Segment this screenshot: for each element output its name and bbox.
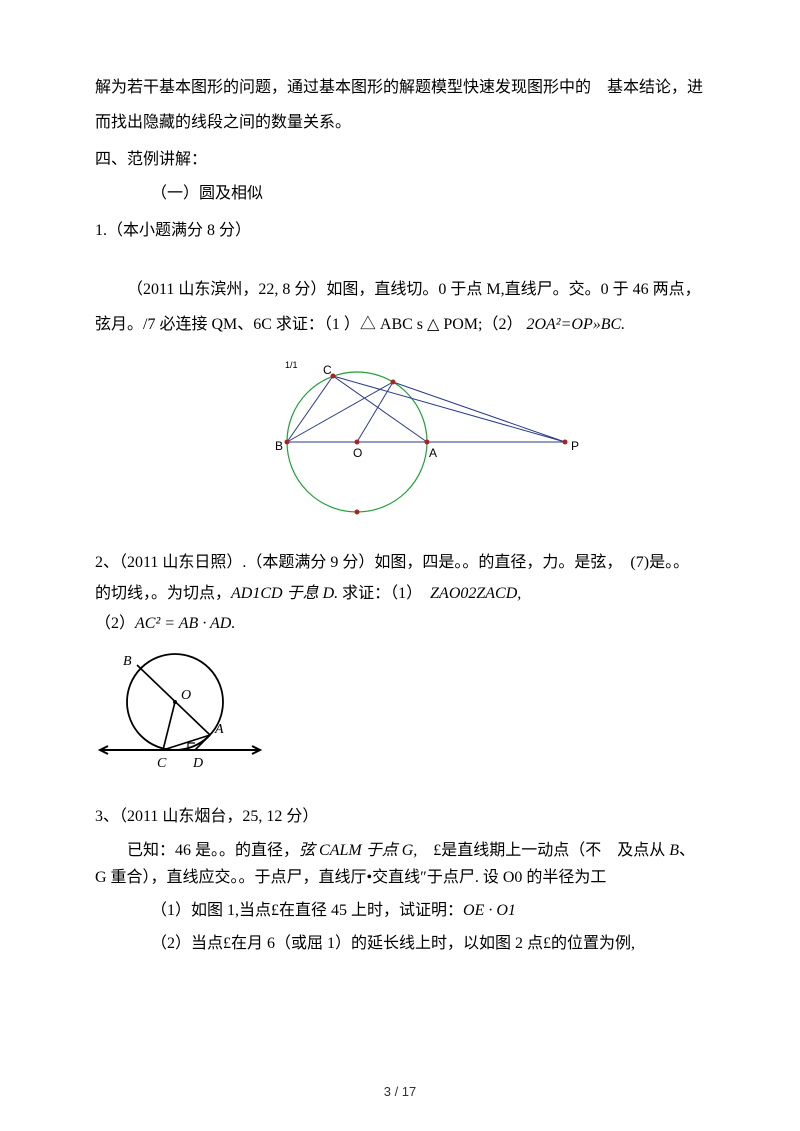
figure-2-svg: O B A C D [95, 647, 265, 777]
problem-3-text-b: 弦 CALM 于点 G, [299, 842, 417, 859]
problem-3-sub2: （2）当点£在月 6（或屈 1）的延长线上时，以如图 2 点£的位置为例, [95, 930, 705, 957]
svg-text:1/1: 1/1 [285, 360, 298, 370]
page-number: 3 / 17 [0, 1082, 800, 1102]
problem-2-text-b: AD1CD 于息 D. [231, 585, 338, 602]
svg-text:O: O [181, 688, 191, 703]
heading-section-4: 四、范例讲解： [95, 146, 705, 173]
heading-sub-1: （一）圆及相似 [95, 180, 705, 207]
svg-text:C: C [157, 756, 167, 771]
problem-1-text-b: 2OA²=OP»BC. [526, 316, 625, 333]
problem-1-heading: 1.（本小题满分 8 分） [95, 217, 705, 244]
figure-1: O A B C P 1/1 [215, 352, 705, 530]
problem-3-text-d: B [669, 842, 679, 859]
problem-2-body: 2、（2011 山东日照）.（本题满分 9 分）如图，四是。。的直径，力。是弦，… [95, 548, 705, 639]
problem-3-sub1-a: （1）如图 1,当点£在直径 45 上时，试证明： [151, 902, 463, 919]
svg-text:B: B [275, 439, 283, 453]
figure-1-svg: O A B C P 1/1 [215, 352, 585, 522]
svg-text:O: O [353, 446, 362, 460]
svg-text:D: D [192, 756, 203, 771]
problem-1-body: （2011 山东滨州，22, 8 分）如图，直线切。0 于点 M,直线尸。交。0… [95, 272, 705, 342]
problem-3-sub1-b: OE · O1 [463, 902, 516, 919]
problem-2-text-d: ZAO02ZACD, [430, 585, 521, 602]
svg-text:P: P [571, 439, 579, 453]
problem-3-sub1: （1）如图 1,当点£在直径 45 上时，试证明：OE · O1 [95, 897, 705, 924]
figure-2: O B A C D [95, 647, 705, 785]
svg-text:B: B [123, 654, 132, 669]
svg-text:A: A [214, 722, 224, 737]
problem-3-text-a: 已知：46 是。。的直径， [127, 842, 299, 859]
svg-text:A: A [429, 446, 437, 460]
problem-2-text-f: AC² = AB · AD. [135, 615, 235, 632]
problem-3-heading: 3、（2011 山东烟台，25, 12 分） [95, 803, 705, 830]
problem-2-text-e: （2） [95, 615, 135, 632]
problem-3-body: 已知：46 是。。的直径，弦 CALM 于点 G, £是直线期上一动点（不 及点… [95, 837, 705, 891]
paragraph-intro: 解为若干基本图形的问题，通过基本图形的解题模型快速发现图形中的 基本结论，进而找… [95, 70, 705, 140]
problem-3-text-c: £是直线期上一动点（不 及点从 [417, 842, 669, 859]
svg-text:C: C [323, 363, 332, 377]
problem-2-text-c: 求证：（1） [338, 585, 430, 602]
